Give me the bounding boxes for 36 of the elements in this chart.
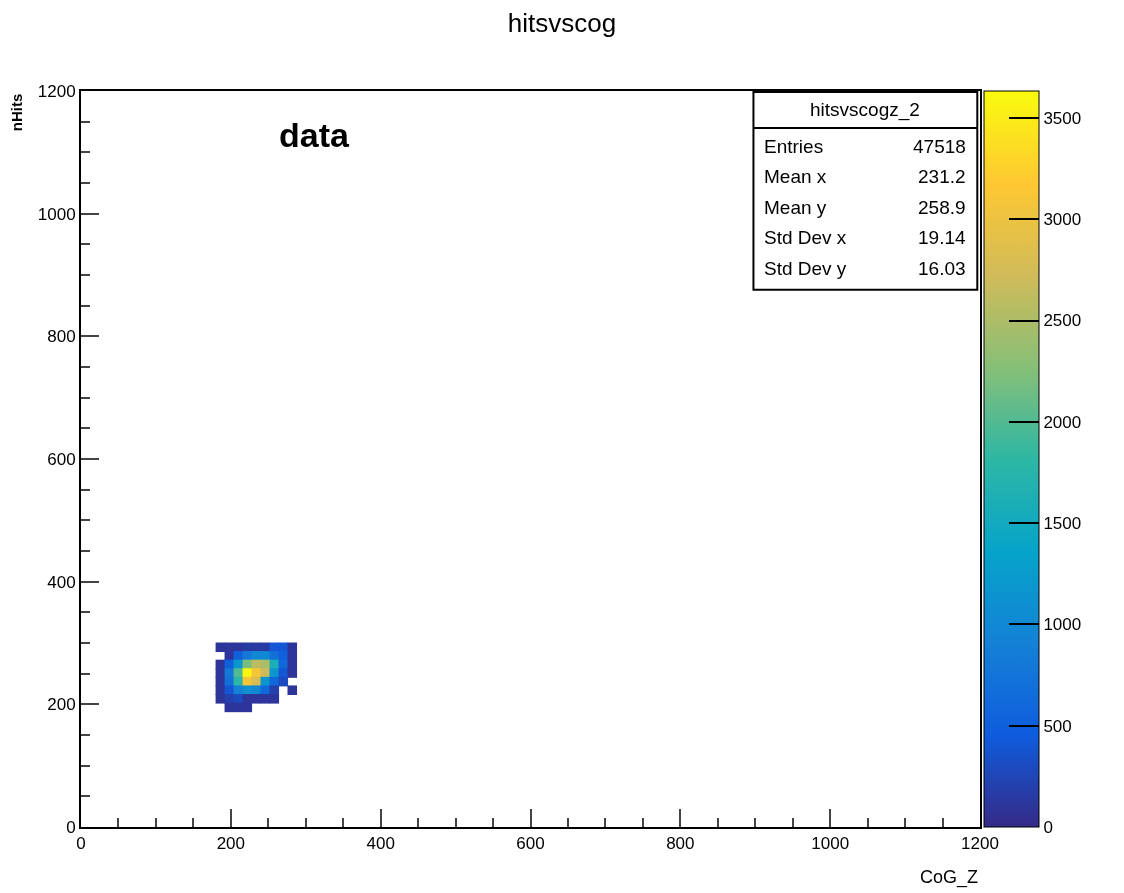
color-bar-label: 2500 [1043,311,1082,331]
color-bar-label: 500 [1043,716,1072,736]
annotation: 231.2 [918,166,966,187]
annotation: Mean y [764,197,827,218]
y-axis-title: nHits [8,93,26,132]
x-tick-label: 400 [366,834,395,854]
color-bar-label: 1000 [1043,615,1082,635]
color-bar-label: 3000 [1043,210,1082,230]
annotation: Entries [764,136,824,157]
annotation: 47518 [913,136,966,157]
annotation: hitsvscogz_2 [810,99,920,121]
x-tick-label: 200 [216,834,246,854]
x-tick-label: 1000 [811,834,850,854]
color-bar-label: 3500 [1043,108,1082,128]
y-tick-label: 200 [47,695,76,715]
color-bar-label: 2000 [1043,412,1082,432]
annotation: 19.14 [918,227,966,248]
y-tick-label: 600 [47,449,76,469]
y-tick-label: 0 [66,817,76,837]
y-tick-label: 800 [47,327,76,347]
annotation: 16.03 [918,258,966,279]
annotation: Std Dev y [764,258,847,279]
x-tick-label: 1200 [961,834,999,854]
x-tick-label: 600 [516,834,545,854]
chart-title: hitsvscog [507,7,617,38]
color-bar-label: 1500 [1043,514,1082,534]
y-tick-label: 400 [47,572,76,592]
color-bar-label: 0 [1043,817,1053,837]
annotation: 258.9 [918,197,966,218]
x-axis-title: CoG_Z [920,867,979,888]
annotation: Mean x [764,166,827,187]
y-tick-label: 1200 [37,81,76,101]
y-tick-label: 1000 [37,204,76,224]
x-tick-label: 800 [666,834,695,854]
annotation: Std Dev x [764,227,847,248]
annotation: data [279,116,350,154]
